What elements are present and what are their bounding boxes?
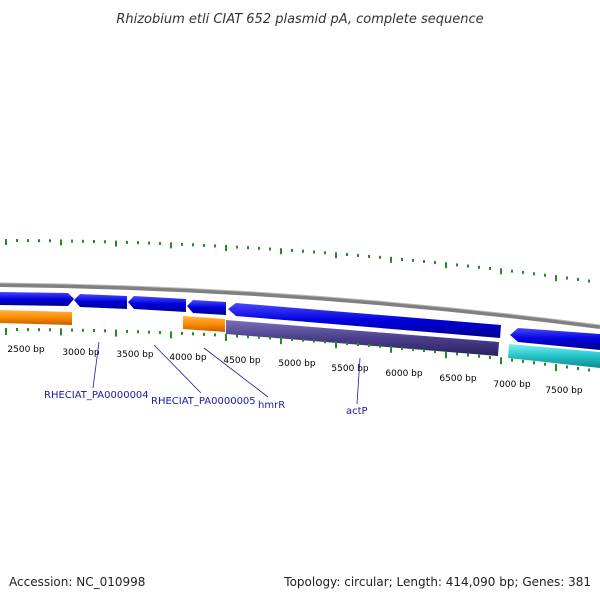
callout-line xyxy=(203,347,269,398)
inner-tick-ring xyxy=(5,328,590,372)
scale-labels: 2500 bp 3000 bp 3500 bp 4000 bp 4500 bp … xyxy=(7,345,582,396)
scale-label: 4500 bp xyxy=(223,356,260,366)
gene-label-rheciat-pa0000004[interactable]: RHECIAT_PA0000004 xyxy=(44,390,149,401)
scale-label: 6500 bp xyxy=(439,374,476,384)
reverse-strand-features xyxy=(0,310,600,368)
scale-label: 4000 bp xyxy=(169,353,206,363)
forward-strand-features xyxy=(0,292,600,350)
gene-arrow[interactable] xyxy=(128,296,186,312)
scale-label: 5500 bp xyxy=(331,364,368,374)
gene-arrow[interactable] xyxy=(510,328,600,350)
gene-label-actp[interactable]: actP xyxy=(346,406,368,417)
scale-label: 3000 bp xyxy=(62,348,99,358)
scale-label: 6000 bp xyxy=(385,369,422,379)
gene-arrow[interactable] xyxy=(74,294,127,309)
map-title: Rhizobium etli CIAT 652 plasmid pA, comp… xyxy=(116,12,483,27)
gene-label-rheciat-pa0000005[interactable]: RHECIAT_PA0000005 xyxy=(151,396,256,407)
scale-label: 5000 bp xyxy=(278,359,315,369)
scale-label: 7500 bp xyxy=(545,386,582,396)
purple-feature[interactable] xyxy=(226,320,499,356)
gene-arrow[interactable] xyxy=(0,292,74,306)
scale-label: 3500 bp xyxy=(116,350,153,360)
topology-summary: Topology: circular; Length: 414,090 bp; … xyxy=(283,575,591,589)
gene-labels: RHECIAT_PA0000004 RHECIAT_PA0000005 hmrR… xyxy=(44,390,368,417)
callout-line xyxy=(356,357,361,405)
teal-feature[interactable] xyxy=(508,344,600,368)
callout-line xyxy=(92,341,100,389)
plasmid-backbone xyxy=(0,283,600,329)
scale-label: 2500 bp xyxy=(7,345,44,355)
accession-text: Accession: NC_010998 xyxy=(9,575,145,589)
gene-label-hmrr[interactable]: hmrR xyxy=(258,400,285,411)
gene-callouts xyxy=(92,341,361,405)
plasmid-backbone-highlight xyxy=(0,282,600,326)
gene-arrow-actP[interactable] xyxy=(228,303,501,338)
callout-line xyxy=(153,344,202,394)
gene-arrow[interactable] xyxy=(187,300,226,315)
orange-feature-hmrR[interactable] xyxy=(183,316,225,332)
orange-feature[interactable] xyxy=(0,310,72,325)
scale-label: 7000 bp xyxy=(493,380,530,390)
outer-tick-ring xyxy=(5,239,590,283)
